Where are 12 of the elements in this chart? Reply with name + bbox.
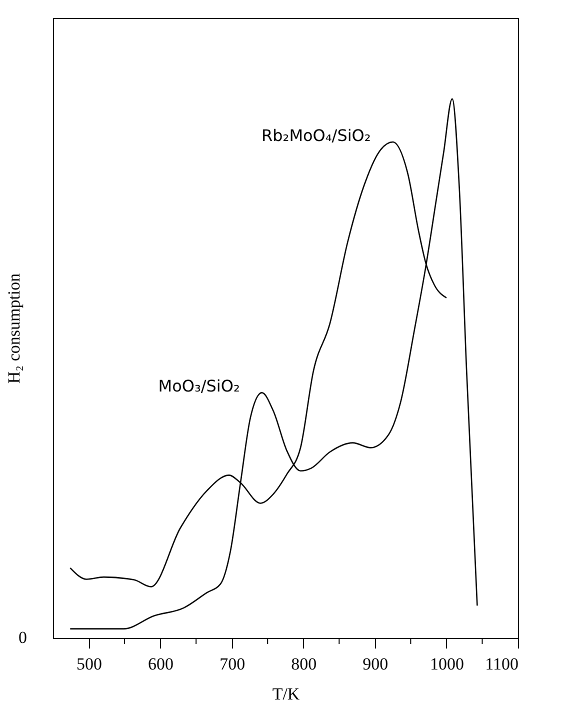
x-tick-label: 800 — [291, 654, 317, 674]
x-tick-label: 900 — [362, 654, 388, 674]
x-axis-title: T/K — [272, 684, 300, 704]
x-tick-label: 500 — [76, 654, 102, 674]
y-axis-title: H₂ consumption — [4, 272, 24, 384]
text: 0 — [18, 628, 27, 647]
x-tick-label: 1000 — [430, 654, 464, 674]
series-label: MoO₃/SiO₂ — [158, 376, 240, 396]
x-tick-label: 700 — [220, 654, 246, 674]
x-tick-label: 1100 — [485, 654, 518, 674]
series-label: Rb₂MoO₄/SiO₂ — [262, 126, 371, 145]
x-tick-label: 600 — [148, 654, 174, 674]
